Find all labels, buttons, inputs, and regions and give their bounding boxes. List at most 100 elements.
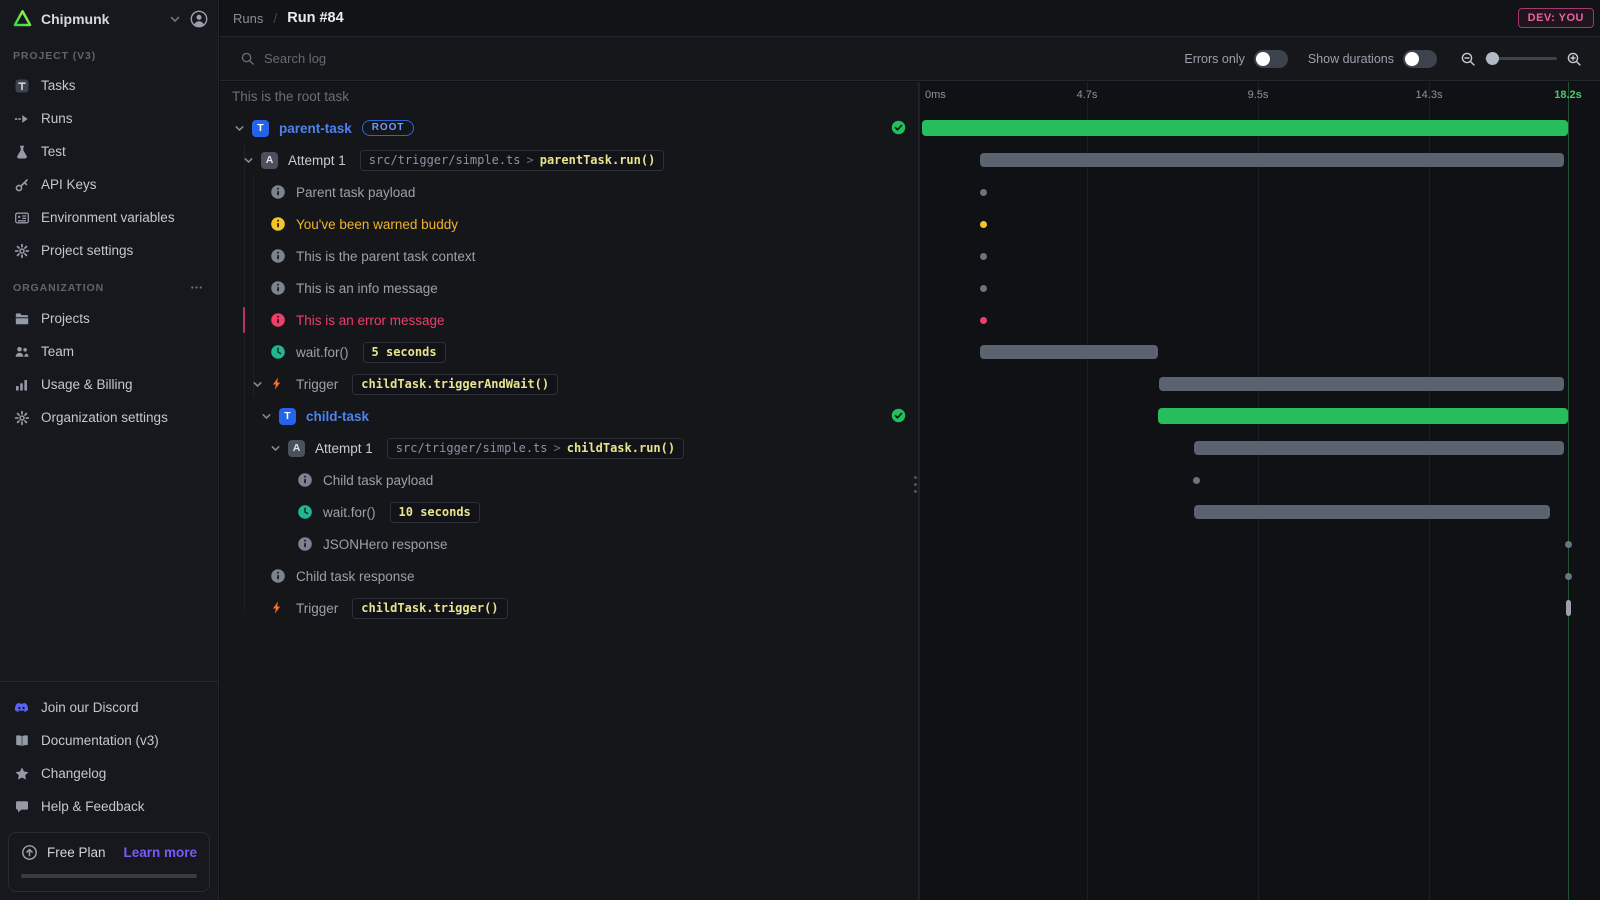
- sidebar-nav: PROJECT (V3) Tasks Runs Test API Keys Environ…: [0, 37, 218, 434]
- chevron-down-icon[interactable]: [169, 13, 181, 25]
- trace-row-this-is-an-error-message-6[interactable]: This is an error message: [220, 304, 918, 336]
- timeline-gridline: [919, 82, 920, 900]
- sidebar-item-usage-billing[interactable]: Usage & Billing: [0, 368, 218, 401]
- trace-row-this-is-the-parent-task-context-4[interactable]: This is the parent task context: [220, 240, 918, 272]
- span-dot-parent-task-payload[interactable]: [980, 188, 987, 196]
- breadcrumb-runs[interactable]: Runs: [233, 10, 264, 26]
- trace-row-you-ve-been-warned-buddy-3[interactable]: You've been warned buddy: [220, 208, 918, 240]
- pane-resize-handle[interactable]: [914, 476, 917, 493]
- search-input[interactable]: [264, 51, 684, 66]
- workspace-switcher[interactable]: Chipmunk: [0, 0, 218, 37]
- timeline-gridline: [1429, 82, 1430, 900]
- show-durations-toggle[interactable]: [1403, 49, 1437, 68]
- section-label-project-v3: PROJECT (V3): [13, 50, 97, 62]
- chevron-down-icon[interactable]: [234, 123, 246, 134]
- chevron-down-icon[interactable]: [261, 411, 273, 422]
- span-dot-this-is-the-parent-task-context[interactable]: [980, 252, 987, 260]
- span-dot-this-is-an-info-message[interactable]: [980, 284, 987, 292]
- zoom-slider[interactable]: [1485, 52, 1557, 65]
- sidebar-item-label: Usage & Billing: [41, 377, 133, 392]
- tick-label-18-2s: 18.2s: [1554, 89, 1582, 101]
- span-bar-trigger[interactable]: [1159, 377, 1564, 391]
- chat-icon: [13, 799, 30, 815]
- timeline-gridline: [1087, 82, 1088, 900]
- trace-row-attempt-1-1[interactable]: A Attempt 1 src/trigger/simple.ts > parentTa…: [220, 144, 918, 176]
- span-tick-trigger[interactable]: [1566, 600, 1571, 616]
- sidebar-item-runs[interactable]: Runs: [0, 102, 218, 135]
- plan-card[interactable]: Free Plan Learn more: [8, 832, 210, 892]
- row-label: Trigger: [296, 376, 339, 392]
- row-label: wait.for(): [323, 504, 376, 520]
- root-task-note: This is the root task: [232, 89, 350, 104]
- sidebar-item-changelog[interactable]: Changelog: [0, 757, 218, 790]
- errors-only-toggle[interactable]: [1253, 49, 1288, 68]
- sidebar-item-label: Organization settings: [41, 410, 168, 425]
- tree-indent-guide: [253, 176, 254, 396]
- trace-row-child-task-response-14[interactable]: Child task response: [220, 560, 918, 592]
- section-menu-icon[interactable]: [189, 280, 204, 295]
- tick-label-9-5s: 9.5s: [1247, 89, 1269, 101]
- span-dot-child-task-payload[interactable]: [1193, 476, 1200, 484]
- chevron-down-icon[interactable]: [252, 379, 264, 390]
- chevron-down-icon[interactable]: [243, 155, 255, 166]
- sidebar-item-project-settings[interactable]: Project settings: [0, 234, 218, 267]
- sidebar-item-join-our-discord[interactable]: Join our Discord: [0, 691, 218, 724]
- chevron-down-icon[interactable]: [270, 443, 282, 454]
- user-avatar[interactable]: [190, 10, 208, 28]
- task-badge-icon: T: [279, 407, 296, 425]
- trigger-logo-icon: [13, 9, 32, 28]
- trace-row-child-task-payload-11[interactable]: Child task payload: [220, 464, 918, 496]
- span-bar-wait-for[interactable]: [1194, 505, 1550, 519]
- info-icon: [270, 568, 286, 584]
- main-area: Runs / Run #84 DEV: YOU Errors only Show…: [220, 0, 1600, 900]
- sidebar-item-tasks[interactable]: Tasks: [0, 69, 218, 102]
- trace-row-wait-for-12[interactable]: wait.for() 10 seconds: [220, 496, 918, 528]
- trace-row-wait-for-7[interactable]: wait.for() 5 seconds: [220, 336, 918, 368]
- sidebar-item-help-feedback[interactable]: Help & Feedback: [0, 790, 218, 823]
- task-span-bar-child-task[interactable]: [1158, 408, 1568, 424]
- trace-row-jsonhero-response-13[interactable]: JSONHero response: [220, 528, 918, 560]
- span-dot-child-task-response[interactable]: [1565, 572, 1572, 580]
- task-span-bar-parent-task[interactable]: [922, 120, 1568, 136]
- span-dot-you-ve-been-warned-buddy[interactable]: [980, 220, 987, 228]
- trace-row-trigger-8[interactable]: Trigger childTask.triggerAndWait(): [220, 368, 918, 400]
- span-dot-jsonhero-response[interactable]: [1565, 540, 1572, 548]
- trace-row-trigger-15[interactable]: Trigger childTask.trigger(): [220, 592, 918, 624]
- trace-row-attempt-1-10[interactable]: A Attempt 1 src/trigger/simple.ts > childTas…: [220, 432, 918, 464]
- row-label: Attempt 1: [288, 152, 346, 168]
- info-icon: [270, 248, 286, 264]
- sidebar-item-organization-settings[interactable]: Organization settings: [0, 401, 218, 434]
- trace-row-this-is-an-info-message-5[interactable]: This is an info message: [220, 272, 918, 304]
- workspace-name: Chipmunk: [41, 10, 110, 27]
- sidebar-item-environment-variables[interactable]: Environment variables: [0, 201, 218, 234]
- zoom-out-icon[interactable]: [1457, 51, 1479, 67]
- learn-more-link[interactable]: Learn more: [123, 845, 197, 860]
- sidebar-item-test[interactable]: Test: [0, 135, 218, 168]
- environment-badge: DEV: YOU: [1517, 8, 1594, 28]
- star-icon: [13, 766, 30, 782]
- task-badge-icon: T: [252, 119, 269, 137]
- sidebar-item-projects[interactable]: Projects: [0, 302, 218, 335]
- tasks-icon: [13, 78, 30, 94]
- sidebar-item-label: Join our Discord: [41, 700, 139, 715]
- zoom-in-icon[interactable]: [1563, 51, 1585, 67]
- section-label-organization: ORGANIZATION: [0, 267, 218, 302]
- sidebar-item-team[interactable]: Team: [0, 335, 218, 368]
- span-dot-this-is-an-error-message[interactable]: [980, 316, 987, 324]
- zoom-slider-knob[interactable]: [1486, 52, 1499, 65]
- tick-label-4-7s: 4.7s: [1076, 89, 1098, 101]
- trace-row-parent-task-payload-2[interactable]: Parent task payload: [220, 176, 918, 208]
- row-label: Parent task payload: [296, 184, 416, 200]
- code-badge: childTask.trigger(): [352, 597, 508, 619]
- discord-icon: [13, 700, 30, 716]
- row-label: Trigger: [296, 600, 339, 616]
- sidebar-item-api-keys[interactable]: API Keys: [0, 168, 218, 201]
- tick-label-14-3s: 14.3s: [1415, 89, 1443, 101]
- sidebar-item-documentation-v3[interactable]: Documentation (v3): [0, 724, 218, 757]
- span-bar-attempt-1[interactable]: [1194, 441, 1564, 455]
- span-bar-attempt-1[interactable]: [980, 153, 1564, 167]
- span-bar-wait-for[interactable]: [980, 345, 1158, 359]
